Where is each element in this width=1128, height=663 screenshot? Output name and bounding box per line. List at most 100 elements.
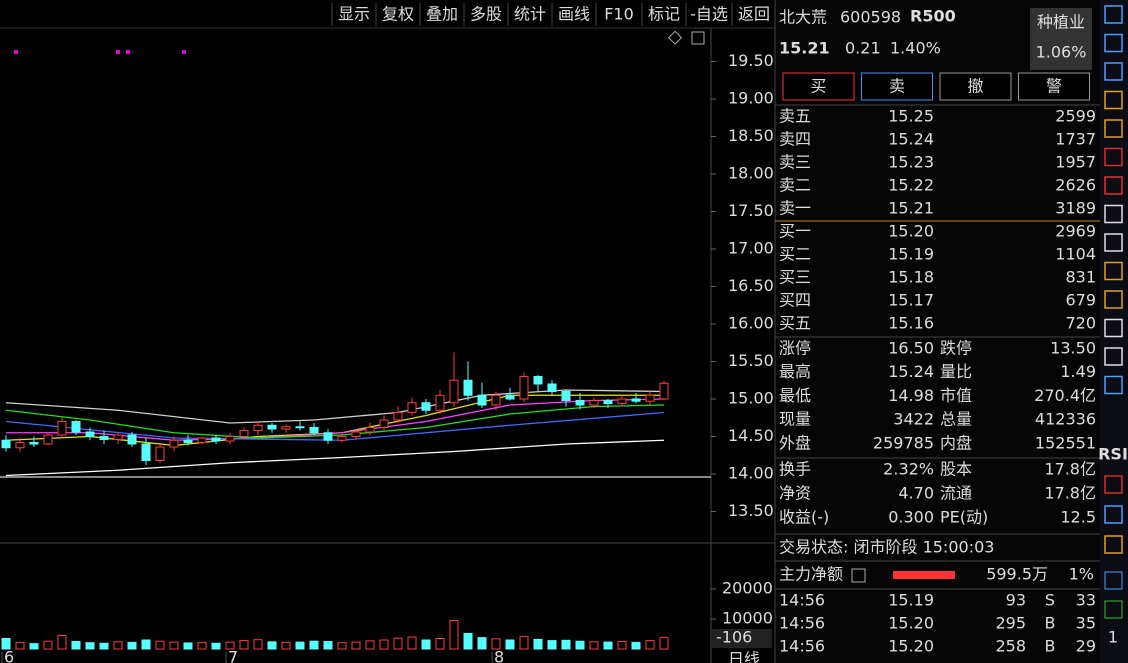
- fund-label: 股本: [940, 460, 972, 479]
- sidebar-icon[interactable]: [1104, 5, 1123, 24]
- volume-bar: [197, 641, 207, 650]
- candle-body: [519, 376, 529, 400]
- fund-label: 流通: [940, 484, 972, 503]
- volume-bar: [659, 636, 669, 650]
- y-tick-label: 19.50: [728, 51, 774, 70]
- candle-body: [225, 436, 235, 442]
- trade-price: 15.19: [888, 591, 934, 610]
- sidebar-icon[interactable]: [1104, 147, 1123, 167]
- sidebar-icon[interactable]: [1104, 375, 1123, 395]
- sidebar-icon[interactable]: [1104, 176, 1123, 195]
- sidebar-icon[interactable]: [1104, 600, 1123, 619]
- sidebar-icon[interactable]: [1104, 290, 1123, 309]
- candle-body: [57, 421, 67, 436]
- sidebar-icon[interactable]: [1104, 33, 1123, 53]
- book-label: 买五: [779, 314, 811, 333]
- candle-body: [71, 421, 81, 433]
- candle-body: [645, 394, 655, 402]
- toolbar-button[interactable]: 统计: [514, 5, 546, 24]
- volume-bar: [57, 635, 67, 650]
- stat-label: 最低: [779, 386, 811, 405]
- candle-body: [85, 431, 95, 437]
- period-label: 日线: [728, 650, 760, 663]
- toolbar-button[interactable]: 显示: [338, 5, 370, 24]
- fund-label: PE(动): [940, 508, 988, 527]
- sidebar-icon[interactable]: [1104, 318, 1123, 338]
- volume-bar: [43, 640, 53, 650]
- volume-bar: [449, 620, 459, 650]
- toolbar-button[interactable]: 多股: [470, 5, 502, 24]
- trade-button-label[interactable]: 警: [1046, 77, 1062, 96]
- toolbar-button[interactable]: 叠加: [426, 5, 458, 24]
- toolbar-button[interactable]: F10: [604, 5, 634, 24]
- sidebar-icon[interactable]: [1104, 535, 1123, 554]
- y-tick-label: 14.00: [728, 464, 774, 483]
- volume-bar: [631, 641, 641, 650]
- book-label: 卖四: [779, 130, 811, 149]
- book-volume: 1104: [1055, 245, 1096, 264]
- icon[interactable]: [691, 31, 705, 45]
- trade-volume: 258: [995, 637, 1026, 656]
- candle-body: [309, 427, 319, 434]
- volume-bar: [267, 641, 277, 650]
- toolbar-button[interactable]: 画线: [558, 5, 590, 24]
- sidebar-label[interactable]: RSI: [1098, 445, 1128, 464]
- book-volume: 1737: [1055, 130, 1096, 149]
- candle-body: [449, 379, 459, 404]
- candle-body: [239, 430, 249, 437]
- candle-body: [435, 394, 445, 411]
- candle-body: [295, 426, 305, 429]
- trade-button[interactable]: [861, 72, 933, 101]
- fund-value: 12.5: [1060, 508, 1096, 527]
- volume-bar: [71, 641, 81, 650]
- volume-bar: [29, 643, 39, 650]
- fund-label: 净资: [779, 484, 811, 503]
- sidebar-icon[interactable]: [1104, 233, 1123, 252]
- trade-button-label[interactable]: 撤: [967, 77, 983, 96]
- trade-button[interactable]: [782, 72, 855, 101]
- sidebar-label[interactable]: 1: [1108, 628, 1118, 647]
- volume-bar: [225, 641, 235, 650]
- volume-bar: [603, 641, 613, 650]
- candle-body: [603, 400, 613, 404]
- sidebar-icon[interactable]: [1104, 347, 1123, 366]
- candle-body: [29, 442, 39, 445]
- sidebar-icon[interactable]: [1104, 261, 1123, 281]
- sidebar-icon[interactable]: [1104, 505, 1123, 524]
- trade-button[interactable]: [1018, 72, 1090, 101]
- trade-time: 14:56: [779, 614, 825, 633]
- trade-button-label[interactable]: 卖: [889, 77, 905, 96]
- toolbar-button[interactable]: 复权: [382, 5, 414, 24]
- trade-button-label[interactable]: 买: [810, 77, 826, 96]
- sidebar-icon[interactable]: [1104, 475, 1123, 494]
- y-tick-label: 16.50: [728, 276, 774, 295]
- y-tick-label: 17.00: [728, 239, 774, 258]
- sidebar-icon[interactable]: [1104, 90, 1123, 110]
- toolbar-button[interactable]: 返回: [738, 5, 770, 24]
- candle-body: [127, 434, 137, 445]
- sidebar: [1100, 0, 1128, 663]
- sidebar-icon[interactable]: [1104, 204, 1123, 224]
- trade-button[interactable]: [939, 72, 1012, 101]
- sidebar-icon[interactable]: [1104, 571, 1123, 590]
- volume-bar: [519, 635, 529, 650]
- volume-bar: [309, 640, 319, 650]
- candle-body: [43, 434, 53, 445]
- toolbar-button[interactable]: -自选: [690, 5, 728, 24]
- stat-value: 412336: [1035, 410, 1096, 429]
- candle-body: [617, 398, 627, 404]
- sidebar-icon[interactable]: [1104, 119, 1123, 138]
- sidebar-icon[interactable]: [1104, 62, 1123, 81]
- volume-bar: [169, 641, 179, 650]
- volume-bar: [127, 641, 137, 650]
- y-tick-label: 13.50: [728, 501, 774, 520]
- book-price: 15.16: [888, 314, 934, 333]
- sector-pct: 1.06%: [1036, 43, 1087, 62]
- volume-bar: [239, 640, 249, 650]
- candle-body: [281, 426, 291, 430]
- toolbar-button[interactable]: 标记: [648, 5, 680, 24]
- icon[interactable]: [667, 30, 683, 45]
- y-tick-label: 19.00: [728, 89, 774, 108]
- stat-value: 3422: [893, 410, 934, 429]
- book-price: 15.23: [888, 153, 934, 172]
